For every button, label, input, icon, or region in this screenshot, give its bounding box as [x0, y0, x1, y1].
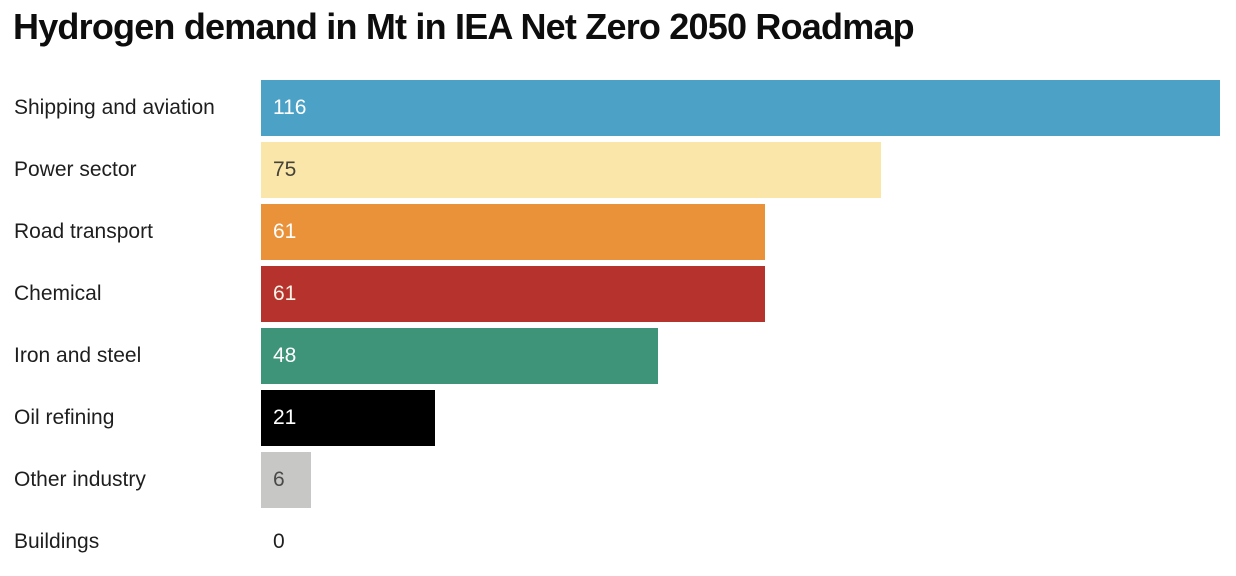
- category-label: Buildings: [14, 530, 100, 553]
- bar: [261, 204, 766, 260]
- category-label: Oil refining: [14, 406, 115, 429]
- category-label: Road transport: [14, 220, 153, 243]
- bar-track: 116: [261, 80, 1236, 136]
- bar: [261, 142, 882, 198]
- value-label: 116: [273, 96, 307, 119]
- category-label: Chemical: [14, 282, 102, 305]
- bar: [261, 266, 766, 322]
- bar-track: 75: [261, 142, 1236, 198]
- bar-track: 48: [261, 328, 1236, 384]
- bar-row: Iron and steel 48: [0, 328, 1236, 384]
- bar: [261, 390, 435, 446]
- value-label: 0: [273, 530, 285, 553]
- bar: [261, 80, 1220, 136]
- category-label: Iron and steel: [14, 344, 142, 367]
- value-label: 61: [273, 220, 297, 243]
- bar-track: 6: [261, 452, 1236, 508]
- category-label: Shipping and aviation: [14, 96, 215, 119]
- bar: [261, 452, 311, 508]
- bar-row: Shipping and aviation 116: [0, 80, 1236, 136]
- bar-track: 61: [261, 204, 1236, 260]
- bar-track: 0: [261, 514, 1236, 570]
- value-label: 75: [273, 158, 297, 181]
- bar-track: 61: [261, 266, 1236, 322]
- bar: [261, 328, 658, 384]
- bar-row: Other industry 6: [0, 452, 1236, 508]
- chart-title: Hydrogen demand in Mt in IEA Net Zero 20…: [13, 6, 915, 47]
- bar-rows: Shipping and aviation 116 Power sector 7…: [0, 80, 1236, 576]
- category-label: Power sector: [14, 158, 137, 181]
- category-label: Other industry: [14, 468, 146, 491]
- value-label: 21: [273, 406, 297, 429]
- value-label: 48: [273, 344, 297, 367]
- value-label: 6: [273, 468, 285, 491]
- bar-row: Power sector 75: [0, 142, 1236, 198]
- bar-row: Oil refining 21: [0, 390, 1236, 446]
- bar-row: Buildings 0: [0, 514, 1236, 570]
- value-label: 61: [273, 282, 297, 305]
- bar-row: Chemical 61: [0, 266, 1236, 322]
- bar-row: Road transport 61: [0, 204, 1236, 260]
- bar-track: 21: [261, 390, 1236, 446]
